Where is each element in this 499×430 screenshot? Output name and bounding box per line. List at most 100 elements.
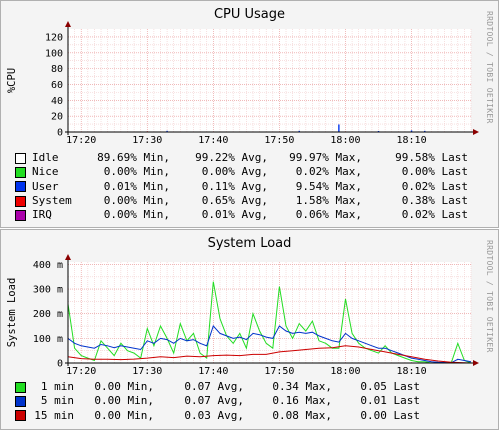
y-axis-arrow	[65, 254, 71, 260]
series-15-min-line	[67, 345, 472, 364]
legend-stat: 0.07 Avg,	[184, 380, 244, 393]
y-tick-label: 100 m	[33, 334, 63, 345]
legend-stat: 89.69% Min,	[97, 151, 170, 164]
chart-title: CPU Usage	[214, 7, 285, 22]
y-tick-label: 300 m	[33, 285, 63, 296]
system-load-panel: 0 100 m 200 m 300 m 400 m 17:20 17:30 17:40 17:5…	[0, 229, 499, 430]
x-axis-arrow	[473, 360, 479, 366]
legend-stat: 0.11% Avg,	[201, 179, 268, 193]
legend-swatch	[15, 181, 26, 193]
y-tick-label: 40	[51, 96, 63, 107]
y-tick-label: 20	[51, 112, 63, 123]
legend-series-name: System	[32, 193, 72, 207]
legend-stat: 0.05 Last	[360, 380, 420, 393]
x-tick-label: 17:30	[132, 366, 162, 377]
legend-row-1-min: 1 min 0.00 Min, 0.07 Avg, 0.34 Max, 0.05 Las…	[15, 380, 420, 394]
x-tick-label: 17:50	[264, 135, 294, 146]
legend-row-15-min: 15 min 0.00 Min, 0.03 Avg, 0.08 Max, 0.00 La…	[15, 409, 420, 423]
legend-stat: 9.54% Max,	[295, 179, 362, 193]
legend-swatch	[15, 195, 26, 207]
y-tick-label: 60	[51, 80, 63, 91]
legend-swatch	[15, 209, 26, 221]
rrdtool-watermark: RRDTOOL / TOBI OETIKER	[485, 11, 494, 124]
legend-stat: 1.58% Max,	[295, 193, 362, 207]
legend-stat: 0.01% Min,	[103, 179, 170, 193]
legend-stat: 0.34 Max,	[272, 380, 332, 393]
legend-stat: 0.00% Min,	[103, 193, 170, 207]
legend-stat: 0.38% Last	[401, 193, 468, 207]
plot-area	[68, 29, 471, 132]
legend-row-5-min: 5 min 0.00 Min, 0.07 Avg, 0.16 Max, 0.01 Las…	[15, 394, 420, 408]
legend-stat: 0.06% Max,	[295, 208, 362, 222]
system-load-legend: 1 min 0.00 Min, 0.07 Avg, 0.34 Max, 0.05 Las…	[15, 380, 420, 423]
x-tick-label: 17:20	[66, 135, 96, 146]
legend-row-irq: IRQ 0.00% Min, 0.01% Avg, 0.06% Max, 0.02% L…	[15, 208, 468, 222]
plot-area	[68, 262, 471, 363]
legend-stat: 99.58% Last	[395, 151, 468, 164]
legend-swatch	[15, 166, 26, 178]
legend-stat: 0.00 Min,	[94, 394, 154, 408]
legend-stat: 0.00% Min,	[103, 165, 170, 179]
legend-stat: 0.02% Last	[401, 208, 468, 222]
x-axis-arrow	[473, 129, 479, 135]
legend-stat: 0.07 Avg,	[184, 394, 244, 408]
legend-stat: 0.16 Max,	[272, 394, 332, 408]
y-axis-label: System Load	[6, 278, 18, 348]
x-tick-label: 18:10	[396, 135, 426, 146]
legend-series-name: Nice	[32, 165, 59, 179]
y-tick-label: 400 m	[33, 260, 63, 271]
y-axis-label: %CPU	[6, 68, 18, 93]
legend-series-name: User	[32, 179, 59, 193]
legend-stat: 0.00% Last	[401, 165, 468, 179]
legend-stat: 0.01 Last	[360, 394, 420, 408]
legend-stat: 0.00 Last	[360, 408, 420, 422]
y-axis-arrow	[65, 21, 71, 27]
legend-row-nice: Nice 0.00% Min, 0.00% Avg, 0.02% Max, 0.00% …	[15, 165, 468, 179]
legend-stat: 0.03 Avg,	[184, 408, 244, 422]
legend-stat: 0.01% Avg,	[201, 208, 268, 222]
legend-swatch	[15, 381, 26, 393]
y-tick-label: 0	[57, 359, 63, 370]
system-load-chart: 0 100 m 200 m 300 m 400 m 17:20 17:30 17:40 17:5…	[6, 236, 494, 377]
x-tick-label: 17:50	[264, 366, 294, 377]
y-tick-label: 120	[45, 32, 63, 43]
y-tick-label: 0	[57, 128, 63, 139]
legend-series-name: Idle	[32, 151, 59, 164]
legend-series-name: 15 min	[34, 408, 74, 422]
legend-stat: 0.00 Min,	[94, 380, 154, 393]
x-tick-label: 17:20	[66, 366, 96, 377]
x-tick-label: 18:10	[396, 366, 426, 377]
legend-series-name: 5 min	[40, 394, 74, 408]
legend-stat: 99.97% Max,	[289, 151, 362, 164]
legend-stat: 0.08 Max,	[272, 408, 332, 422]
legend-stat: 0.00 Min,	[94, 408, 154, 422]
legend-stat: 0.02% Max,	[295, 165, 362, 179]
legend-row-idle: Idle 89.69% Min, 99.22% Avg, 99.97% Max, 99.…	[15, 151, 468, 165]
legend-stat: 99.22% Avg,	[195, 151, 268, 164]
x-tick-label: 17:40	[198, 135, 228, 146]
cpu-usage-panel: 0 20 40 60 80 100 120 17:20 17:30 17:40 17:50 18:00…	[0, 0, 499, 228]
cpu-usage-chart: 0 20 40 60 80 100 120 17:20 17:30 17:40 17:50 18:00…	[6, 7, 494, 146]
x-tick-label: 17:40	[198, 366, 228, 377]
legend-stat: 0.65% Avg,	[201, 193, 268, 207]
legend-series-name: IRQ	[32, 208, 52, 222]
legend-stat: 0.00% Avg,	[201, 165, 268, 179]
x-tick-label: 17:30	[132, 135, 162, 146]
chart-title: System Load	[208, 236, 292, 251]
y-tick-label: 100	[45, 48, 63, 59]
legend-row-system: System 0.00% Min, 0.65% Avg, 1.58% Max, 0.38…	[15, 194, 468, 208]
legend-stat: 0.02% Last	[401, 179, 468, 193]
legend-swatch	[15, 395, 26, 407]
y-tick-label: 200 m	[33, 309, 63, 320]
legend-swatch	[15, 152, 26, 164]
legend-series-name: 1 min	[40, 380, 74, 393]
legend-row-user: User 0.01% Min, 0.11% Avg, 9.54% Max, 0.02% …	[15, 180, 468, 194]
series-1-min-line	[67, 281, 472, 364]
rrdtool-watermark: RRDTOOL / TOBI OETIKER	[485, 240, 494, 353]
cpu-usage-legend: Idle 89.69% Min, 99.22% Avg, 99.97% Max, 99.…	[15, 151, 468, 222]
legend-swatch	[15, 410, 26, 422]
y-tick-label: 80	[51, 64, 63, 75]
legend-stat: 0.00% Min,	[103, 208, 170, 222]
x-tick-label: 18:00	[330, 135, 360, 146]
x-tick-label: 18:00	[330, 366, 360, 377]
